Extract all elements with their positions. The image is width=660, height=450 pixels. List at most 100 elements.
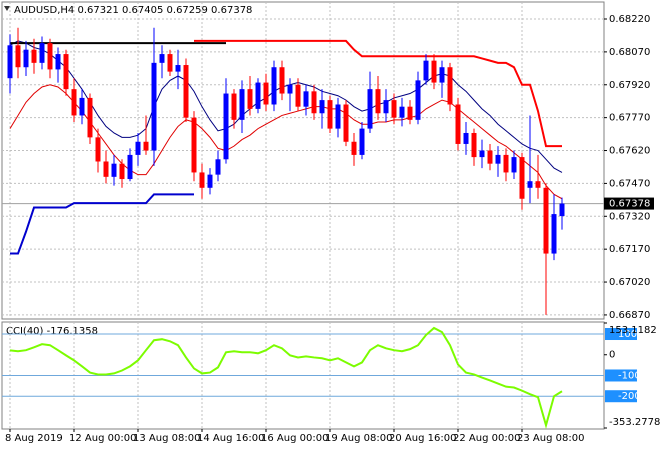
candle-body (7, 45, 13, 79)
candle-body (143, 141, 149, 151)
candle-body (111, 163, 117, 177)
candle-body (279, 67, 285, 94)
candle-body (527, 181, 533, 188)
candle-body (471, 132, 477, 158)
y-tick-label: 0.67770 (609, 113, 650, 124)
last-price-box (604, 197, 654, 210)
candle-body (231, 93, 237, 120)
indicator-line (10, 193, 194, 255)
candle-body (511, 157, 517, 173)
x-tick-label: 8 Aug 2019 (5, 433, 63, 444)
candle-body (207, 174, 213, 188)
y-tick-label: 153.1182 (609, 325, 657, 336)
candle-body (495, 154, 501, 164)
candle-body (215, 159, 221, 175)
candle-body (55, 54, 61, 70)
candle-body (71, 89, 77, 116)
candle-body (487, 150, 493, 164)
level-label: 100 (618, 329, 637, 340)
y-tick-label: 0.67320 (609, 211, 650, 222)
candle-body (223, 93, 229, 160)
candle-body (135, 141, 141, 155)
candle-body (519, 157, 525, 199)
candle-body (319, 100, 325, 114)
y-tick-label: 0.68220 (609, 14, 650, 25)
candle-body (407, 106, 413, 120)
candle-body (127, 154, 133, 180)
indicator-line (9, 326, 563, 429)
candle-body (79, 97, 85, 116)
candle-body (31, 49, 37, 63)
candle-body (247, 89, 253, 109)
candle-body (175, 65, 181, 72)
candle-body (399, 106, 405, 118)
candle-body (463, 132, 469, 144)
candle-body (119, 163, 125, 180)
candle-body (455, 104, 461, 144)
candle-body (151, 62, 157, 151)
candle-body (327, 100, 333, 129)
y-tick-label: 0 (609, 350, 615, 361)
candle-body (95, 137, 101, 162)
candle-body (559, 203, 565, 217)
candle-body (295, 84, 301, 107)
x-tick-label: 23 Aug 08:00 (517, 433, 584, 444)
candle-body (367, 89, 373, 129)
chart-title: AUDUSD,H4 0.67321 0.67405 0.67259 0.6737… (14, 5, 252, 16)
candle-body (391, 100, 397, 118)
candle-body (239, 89, 245, 120)
indicator-line (194, 39, 562, 148)
price-panel (1, 1, 605, 320)
level-label-box (605, 390, 637, 403)
x-tick-label: 20 Aug 16:00 (389, 433, 456, 444)
candle-body (375, 89, 381, 114)
candle-body (551, 214, 557, 254)
candle-body (431, 60, 437, 83)
candle-body (167, 54, 173, 72)
level-label-box (605, 328, 637, 341)
x-tick-label: 14 Aug 16:00 (197, 433, 264, 444)
y-tick-label: 0.68070 (609, 47, 650, 58)
candle-body (263, 82, 269, 105)
candle-body (63, 54, 69, 90)
candle-body (159, 54, 165, 63)
candle-body (191, 117, 197, 173)
level-label: -200 (618, 391, 641, 402)
candle-body (311, 91, 317, 114)
level-label-box (605, 369, 637, 382)
candle-body (439, 67, 445, 83)
candle-body (103, 161, 109, 177)
x-tick-label: 22 Aug 00:00 (453, 433, 520, 444)
candle-body (535, 181, 541, 188)
y-tick-label: 0.67170 (609, 244, 650, 255)
candle-body (271, 67, 277, 105)
candle-body (383, 100, 389, 114)
y-tick-label: 0.67620 (609, 146, 650, 157)
x-tick-label: 16 Aug 00:00 (261, 433, 328, 444)
symbol-icon (4, 6, 10, 11)
candle-body (415, 80, 421, 120)
cci-title: CCI(40) -176.1358 (6, 326, 98, 337)
candle-body (335, 104, 341, 129)
x-tick-label: 12 Aug 00:00 (69, 433, 136, 444)
y-tick-label: 0.67020 (609, 277, 650, 288)
y-tick-label: -353.2778 (609, 417, 660, 428)
last-price-label: 0.67378 (609, 199, 650, 210)
candle-body (503, 154, 509, 173)
candle-body (479, 150, 485, 158)
x-tick-label: 19 Aug 08:00 (325, 433, 392, 444)
candle-body (39, 43, 45, 63)
candle-body (351, 141, 357, 155)
candle-body (287, 84, 293, 94)
candle-body (199, 172, 205, 188)
candle-body (183, 65, 189, 118)
candle-body (23, 49, 29, 68)
x-tick-label: 13 Aug 08:00 (133, 433, 200, 444)
candle-body (423, 60, 429, 81)
indicator-line (9, 40, 563, 173)
candle-body (447, 67, 453, 105)
indicator-line (9, 84, 563, 200)
candle-body (303, 91, 309, 107)
candle-body (47, 43, 53, 70)
